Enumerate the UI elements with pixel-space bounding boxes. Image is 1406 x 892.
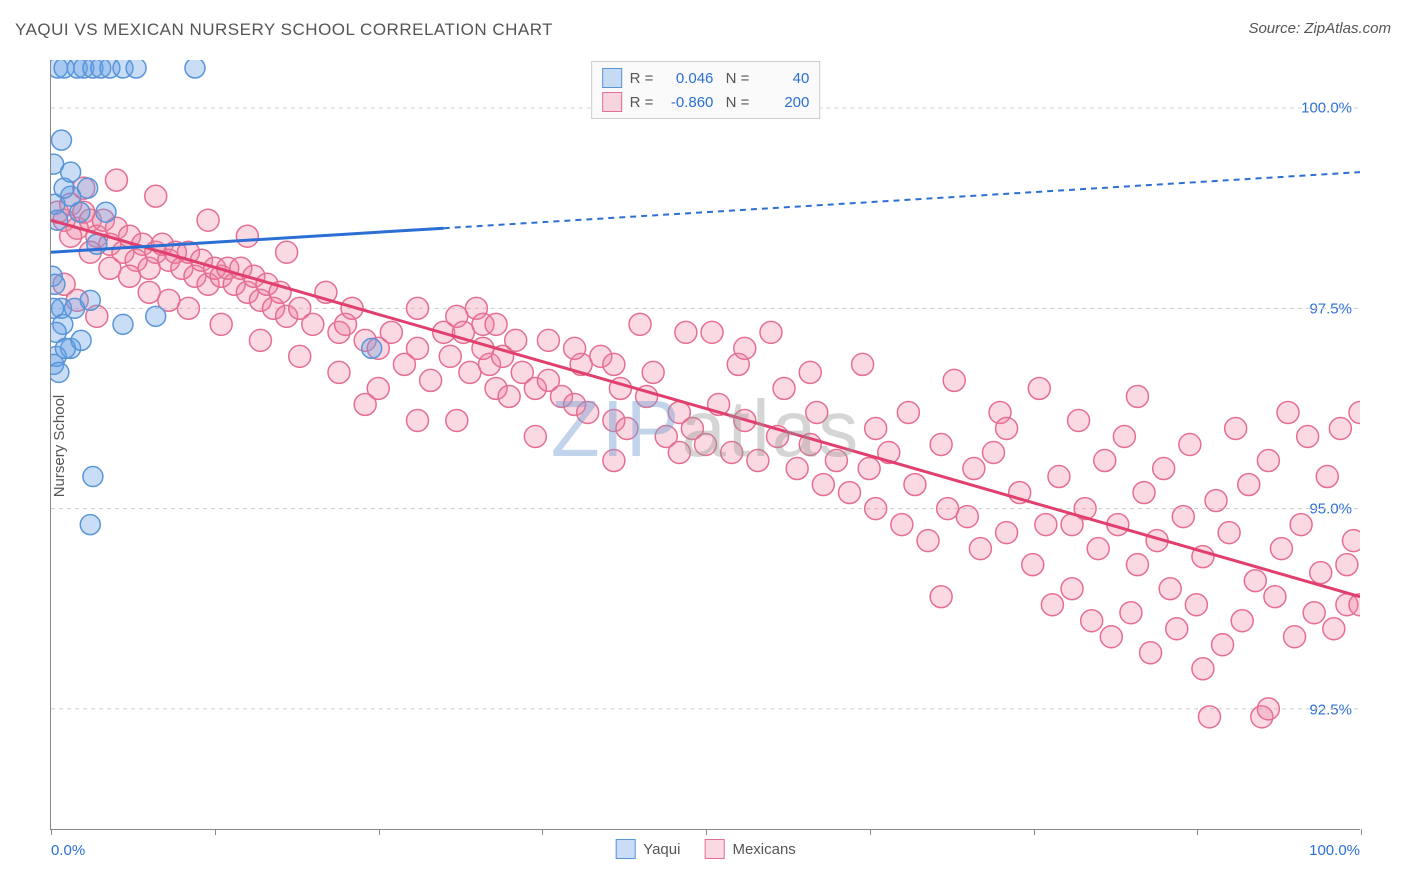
swatch-pink-icon [704,839,724,859]
n-label: N = [721,70,749,87]
x-tick [542,829,543,835]
legend-label-yaqui: Yaqui [643,841,680,858]
x-tick [379,829,380,835]
r-label: R = [630,70,654,87]
series-legend: Yaqui Mexicans [615,839,796,859]
source-credit: Source: ZipAtlas.com [1248,20,1391,37]
x-tick [215,829,216,835]
x-tick [1361,829,1362,835]
n-label: N = [721,94,749,111]
r-value-yaqui: 0.046 [661,70,713,87]
scatter-svg [51,60,1360,829]
n-value-yaqui: 40 [757,70,809,87]
r-label: R = [630,94,654,111]
x-tick [1197,829,1198,835]
x-tick [870,829,871,835]
legend-item-mexicans: Mexicans [704,839,795,859]
legend-item-yaqui: Yaqui [615,839,680,859]
swatch-blue-icon [615,839,635,859]
swatch-blue-icon [602,68,622,88]
x-tick [51,829,52,835]
n-value-mexicans: 200 [757,94,809,111]
x-tick [1034,829,1035,835]
legend-row-yaqui: R = 0.046 N = 40 [602,66,810,90]
swatch-pink-icon [602,92,622,112]
x-tick [706,829,707,835]
plot-area: 92.5%95.0%97.5%100.0% R = 0.046 N = 40 R… [50,60,1360,830]
r-value-mexicans: -0.860 [661,94,713,111]
legend-row-mexicans: R = -0.860 N = 200 [602,90,810,114]
chart-title: YAQUI VS MEXICAN NURSERY SCHOOL CORRELAT… [15,20,553,39]
x-axis-min-label: 0.0% [51,842,85,859]
x-axis-max-label: 100.0% [1309,842,1360,859]
legend-label-mexicans: Mexicans [732,841,795,858]
correlation-legend: R = 0.046 N = 40 R = -0.860 N = 200 [591,61,821,119]
